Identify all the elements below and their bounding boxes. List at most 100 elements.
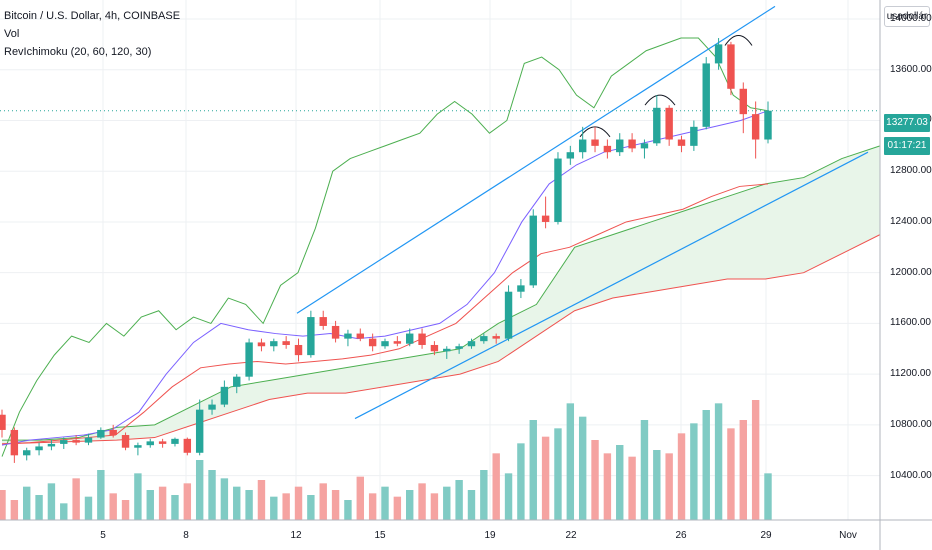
volume-bar: [406, 490, 414, 520]
volume-bar: [751, 400, 760, 520]
top-arc: [644, 94, 676, 106]
candle-body: [47, 443, 56, 447]
currency-scale-button[interactable]: usadollár: [884, 6, 930, 27]
candle-body: [233, 376, 241, 387]
volume-bar: [430, 493, 439, 520]
volume-bar: [233, 486, 241, 520]
symbol-title[interactable]: Bitcoin / U.S. Dollar, 4h, COINBASE: [4, 10, 181, 22]
volume-bar: [578, 416, 587, 520]
candle-body: [739, 88, 747, 115]
volume-bar: [640, 420, 649, 520]
volume-bar: [146, 490, 154, 520]
candle-body: [529, 215, 537, 286]
volume-bar: [171, 495, 179, 520]
volume-bar: [381, 486, 389, 520]
time-tick-label: 8: [183, 530, 189, 541]
candle-body: [727, 44, 735, 89]
volume-bar: [35, 495, 43, 520]
time-tick-label: 26: [675, 530, 687, 541]
candle-body: [171, 438, 179, 444]
candle-body: [121, 435, 130, 448]
candle-body: [591, 139, 599, 146]
candle-body: [307, 317, 315, 356]
candle-body: [640, 143, 649, 149]
top-arc: [724, 35, 753, 46]
candle-body: [84, 437, 93, 443]
volume-bar: [690, 423, 698, 520]
volume-bar: [84, 496, 93, 520]
candle-body: [504, 291, 513, 339]
time-tick-label: 15: [374, 530, 386, 541]
volume-bar: [183, 483, 192, 520]
candle-body: [368, 338, 377, 347]
price-tick-label: 12000.00: [890, 266, 932, 278]
volume-bar: [702, 410, 710, 520]
candle-body: [554, 158, 562, 222]
volume-bar: [554, 428, 562, 520]
volume-bar: [356, 476, 364, 520]
volume-bar: [195, 460, 204, 520]
volume-legend[interactable]: Vol: [4, 28, 20, 40]
indicator-lines: [1, 37, 769, 457]
candle-body: [195, 409, 204, 453]
candle-body: [751, 114, 760, 140]
cloud-area: [2, 145, 880, 444]
volume-bar: [60, 503, 68, 520]
time-tick-label: 19: [484, 530, 496, 541]
candle-body: [616, 139, 624, 153]
candle-body: [158, 441, 167, 444]
volume-bar: [665, 453, 673, 520]
volume-bar: [220, 478, 229, 520]
candle-body: [72, 440, 80, 443]
volume-bar: [134, 473, 142, 520]
volume-bar: [10, 500, 19, 520]
volume-bar: [368, 493, 377, 520]
candle-body: [10, 429, 19, 456]
volume-bar: [282, 493, 290, 520]
volume-bar: [504, 473, 513, 520]
candle-body: [282, 341, 290, 345]
candle-body: [480, 336, 488, 342]
candle-body: [455, 346, 463, 349]
upper-trendline: [296, 5, 776, 314]
time-tick-label: Nov: [839, 530, 857, 541]
volume-bar: [72, 478, 80, 520]
time-tick-label: 29: [760, 530, 772, 541]
candle-body: [134, 445, 142, 448]
candle-body: [677, 139, 686, 146]
candle-body: [183, 438, 192, 453]
volume-bar: [727, 428, 735, 520]
trend-lines: [0, 5, 880, 420]
price-tick-label: 11200.00: [890, 368, 931, 380]
candle-body: [443, 348, 451, 352]
volume-bar: [517, 443, 525, 520]
volume-bar: [158, 486, 167, 520]
candle-body: [430, 344, 439, 352]
candle-body: [245, 342, 253, 377]
candle-body: [257, 342, 266, 347]
volume-bar: [121, 500, 130, 520]
volume-bar: [764, 473, 772, 520]
volume-bar: [270, 496, 278, 520]
cloud-lower-line: [1, 234, 881, 445]
indicator-legend[interactable]: RevIchimoku (20, 60, 120, 30): [4, 46, 152, 58]
candle-body: [208, 404, 216, 410]
candle-body: [603, 145, 612, 153]
candle-body: [60, 440, 68, 444]
price-tick-label: 12400.00: [890, 215, 932, 227]
volume-bars: [0, 400, 772, 520]
candle-body: [665, 107, 673, 140]
candle-body: [356, 333, 364, 339]
volume-bar: [492, 453, 500, 520]
candle-body: [381, 341, 389, 347]
volume-bar: [603, 453, 612, 520]
candle-body: [690, 126, 698, 146]
candle-body: [653, 107, 661, 144]
candle-body: [109, 429, 117, 436]
volume-bar: [529, 420, 537, 520]
price-tick-label: 10400.00: [890, 469, 932, 481]
time-tick-label: 22: [565, 530, 577, 541]
candle-body: [35, 446, 43, 451]
